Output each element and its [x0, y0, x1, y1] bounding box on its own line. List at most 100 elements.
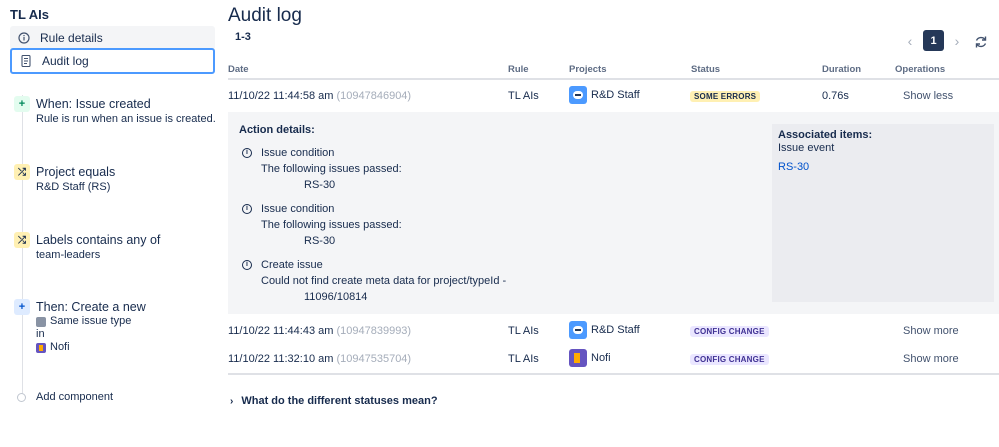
row-project: R&D Staff	[569, 321, 640, 339]
issue-link[interactable]: RS-30	[778, 161, 810, 173]
chevron-right-icon[interactable]: ›	[954, 32, 960, 49]
associated-items-panel: Associated items: Issue event RS-30	[772, 124, 994, 302]
step-title: Labels contains any of	[36, 233, 161, 247]
col-rule: Rule	[508, 64, 529, 75]
page-button-1[interactable]: 1	[923, 30, 944, 51]
project-name: R&D Staff	[591, 89, 640, 101]
show-less-button[interactable]: Show less	[903, 90, 954, 102]
col-operations: Operations	[895, 64, 946, 75]
plus-icon: +	[14, 96, 30, 112]
plus-icon: +	[14, 299, 30, 315]
step-title: Then: Create a new	[36, 300, 146, 314]
result-range: 1-3	[235, 31, 251, 43]
execution-id: (10947846904)	[336, 90, 412, 102]
step-trigger[interactable]: + When: Issue created Rule is run when a…	[14, 96, 216, 126]
associated-items-title: Associated items:	[778, 129, 873, 141]
show-more-button[interactable]: Show more	[903, 353, 959, 365]
nofi-project-icon	[569, 349, 587, 367]
action-name: Issue condition	[261, 147, 335, 159]
rd-staff-project-icon	[569, 86, 587, 104]
step-title: Project equals	[36, 165, 116, 179]
table-row: 11/10/22 11:32:10 am (10947535704) TL AI…	[228, 346, 999, 372]
project-name: Nofi	[591, 352, 611, 364]
step-desc: Rule is run when an issue is created.	[36, 113, 216, 125]
date-text: 11/10/22 11:32:10 am	[228, 353, 334, 365]
rule-title: TL AIs	[10, 7, 50, 22]
action-item: i Create issue Could not find create met…	[242, 257, 506, 305]
step-desc: team-leaders	[36, 249, 101, 261]
project-name: R&D Staff	[591, 324, 640, 336]
table-row: 11/10/22 11:44:43 am (10947839993) TL AI…	[228, 318, 999, 344]
table-row: 11/10/22 11:44:58 am (10947846904) TL AI…	[228, 83, 999, 109]
nav-rule-details-label: Rule details	[40, 31, 103, 45]
in-label: in	[36, 328, 45, 340]
action-details-panel: Action details: i Issue condition The fo…	[228, 112, 999, 314]
col-projects: Projects	[569, 64, 607, 75]
row-date: 11/10/22 11:32:10 am (10947535704)	[228, 353, 411, 365]
row-rule: TL AIs	[508, 325, 539, 337]
action-item: i Issue condition The following issues p…	[242, 145, 402, 193]
shuffle-icon: ⤮	[14, 164, 30, 180]
action-message: The following issues passed:	[261, 163, 402, 175]
step-condition-labels[interactable]: ⤮ Labels contains any of team-leaders	[14, 232, 160, 262]
action-item: i Issue condition The following issues p…	[242, 201, 402, 249]
info-icon: i	[242, 260, 252, 270]
date-text: 11/10/22 11:44:43 am	[228, 325, 334, 337]
issue-type-row: Same issue type	[36, 315, 146, 328]
step-desc: R&D Staff (RS)	[36, 181, 111, 193]
nav-audit-log[interactable]: Audit log	[10, 48, 215, 74]
associated-items-subtitle: Issue event	[778, 142, 835, 154]
rd-staff-project-icon	[569, 321, 587, 339]
row-project: R&D Staff	[569, 86, 640, 104]
col-duration: Duration	[822, 64, 862, 75]
row-duration: 0.76s	[822, 90, 849, 102]
chevron-right-icon: ›	[230, 395, 234, 407]
table-bottom-divider	[228, 373, 999, 375]
status-badge: SOME ERRORS	[690, 91, 761, 102]
circle-icon	[17, 392, 26, 402]
action-message: The following issues passed:	[261, 219, 402, 231]
issue-type-label: Same issue type	[50, 315, 132, 327]
row-rule: TL AIs	[508, 353, 539, 365]
rule-sidebar: TL AIs Rule details Audit log + When: Is…	[0, 0, 220, 447]
nofi-project-icon	[36, 342, 46, 353]
add-component-button[interactable]: Add component	[17, 391, 113, 403]
action-value: RS-30	[304, 179, 336, 191]
row-date: 11/10/22 11:44:58 am (10947846904)	[228, 90, 411, 102]
nav-rule-details[interactable]: Rule details	[10, 26, 215, 50]
info-icon: i	[242, 148, 252, 158]
show-more-button[interactable]: Show more	[903, 325, 959, 337]
row-date: 11/10/22 11:44:43 am (10947839993)	[228, 325, 411, 337]
col-status: Status	[691, 64, 721, 75]
target-project-row: Nofi	[36, 341, 146, 354]
execution-id: (10947535704)	[336, 353, 412, 365]
date-text: 11/10/22 11:44:58 am	[228, 90, 334, 102]
page-title: Audit log	[228, 5, 302, 26]
add-component-label: Add component	[36, 391, 114, 403]
execution-id: (10947839993)	[336, 325, 412, 337]
info-icon	[18, 32, 30, 44]
step-action-create[interactable]: + Then: Create a new Same issue type in …	[14, 299, 146, 354]
action-name: Create issue	[261, 259, 323, 271]
action-name: Issue condition	[261, 203, 335, 215]
status-badge: CONFIG CHANGE	[690, 326, 769, 337]
status-faq-toggle[interactable]: › What do the different statuses mean?	[230, 395, 438, 407]
row-project: Nofi	[569, 349, 611, 367]
shuffle-icon: ⤮	[14, 232, 30, 248]
pagination: ‹ 1 ›	[902, 30, 965, 51]
action-value: RS-30	[304, 235, 336, 247]
document-icon	[20, 55, 32, 67]
action-value: 11096/10814	[304, 291, 368, 303]
row-rule: TL AIs	[508, 90, 539, 102]
info-icon: i	[242, 204, 252, 214]
col-date: Date	[228, 64, 249, 75]
step-title: When: Issue created	[36, 97, 151, 111]
action-details-title: Action details:	[239, 124, 315, 136]
table-header: Date Rule Projects Status Duration Opera…	[228, 60, 999, 80]
nav-audit-log-label: Audit log	[42, 54, 89, 68]
target-project-label: Nofi	[50, 341, 70, 353]
refresh-icon[interactable]	[974, 35, 988, 49]
faq-label: What do the different statuses mean?	[241, 395, 438, 407]
chevron-left-icon[interactable]: ‹	[907, 32, 913, 49]
step-condition-project[interactable]: ⤮ Project equals R&D Staff (RS)	[14, 164, 115, 194]
